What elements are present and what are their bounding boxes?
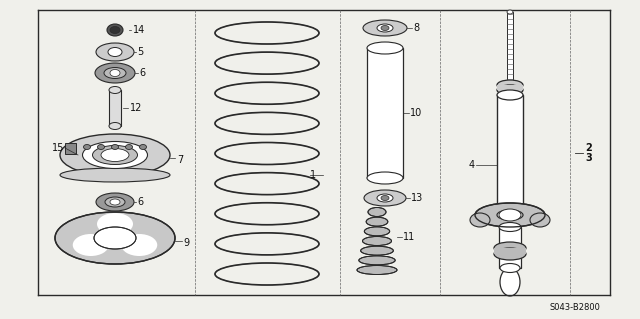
Text: 14: 14 xyxy=(133,25,145,35)
Ellipse shape xyxy=(500,268,520,296)
Ellipse shape xyxy=(497,90,523,100)
Bar xyxy=(109,90,121,126)
Ellipse shape xyxy=(96,43,134,61)
Ellipse shape xyxy=(361,246,394,255)
Ellipse shape xyxy=(93,145,138,165)
Ellipse shape xyxy=(101,149,129,161)
Ellipse shape xyxy=(104,68,126,78)
Ellipse shape xyxy=(97,145,104,150)
Ellipse shape xyxy=(366,217,388,226)
Text: 3: 3 xyxy=(585,153,592,163)
Ellipse shape xyxy=(109,86,121,93)
Ellipse shape xyxy=(497,210,523,220)
Ellipse shape xyxy=(381,26,389,31)
Ellipse shape xyxy=(494,242,526,254)
Ellipse shape xyxy=(60,134,170,176)
Ellipse shape xyxy=(73,234,109,256)
Ellipse shape xyxy=(499,209,521,221)
Bar xyxy=(367,48,403,178)
Ellipse shape xyxy=(368,207,386,217)
Ellipse shape xyxy=(359,256,395,265)
Ellipse shape xyxy=(95,63,135,83)
Text: 1: 1 xyxy=(310,170,316,180)
Ellipse shape xyxy=(110,70,120,77)
Text: 7: 7 xyxy=(177,155,183,165)
Ellipse shape xyxy=(109,122,121,130)
Ellipse shape xyxy=(530,213,550,227)
Ellipse shape xyxy=(500,263,520,272)
Text: 6: 6 xyxy=(137,197,143,207)
Bar xyxy=(499,227,521,268)
Ellipse shape xyxy=(499,222,521,232)
Ellipse shape xyxy=(125,145,132,150)
Ellipse shape xyxy=(83,142,147,168)
Ellipse shape xyxy=(507,10,513,14)
Ellipse shape xyxy=(377,194,393,202)
Ellipse shape xyxy=(105,197,125,207)
Text: 2: 2 xyxy=(585,143,592,153)
Text: 8: 8 xyxy=(413,23,419,33)
Ellipse shape xyxy=(111,145,118,150)
Ellipse shape xyxy=(363,20,407,36)
Text: 4: 4 xyxy=(469,160,475,170)
Text: 12: 12 xyxy=(130,103,142,113)
Ellipse shape xyxy=(107,24,123,36)
Ellipse shape xyxy=(140,145,147,150)
Bar xyxy=(507,12,513,85)
Text: S043-B2800: S043-B2800 xyxy=(549,302,600,311)
Text: 9: 9 xyxy=(183,238,189,248)
Bar xyxy=(494,248,526,254)
Ellipse shape xyxy=(364,190,406,206)
Text: 5: 5 xyxy=(137,47,143,57)
Ellipse shape xyxy=(381,196,389,201)
Text: 15: 15 xyxy=(52,143,65,153)
Ellipse shape xyxy=(497,85,523,95)
Ellipse shape xyxy=(121,234,157,256)
Bar xyxy=(497,95,523,215)
Ellipse shape xyxy=(110,26,120,33)
Ellipse shape xyxy=(367,172,403,184)
Ellipse shape xyxy=(377,24,393,32)
Ellipse shape xyxy=(367,42,403,54)
Ellipse shape xyxy=(110,199,120,205)
Ellipse shape xyxy=(94,227,136,249)
Ellipse shape xyxy=(83,145,90,150)
Text: 6: 6 xyxy=(139,68,145,78)
Ellipse shape xyxy=(97,213,133,235)
Ellipse shape xyxy=(470,213,490,227)
Ellipse shape xyxy=(475,203,545,227)
Ellipse shape xyxy=(362,236,392,246)
Text: 11: 11 xyxy=(403,232,415,242)
Ellipse shape xyxy=(357,265,397,275)
Ellipse shape xyxy=(494,248,526,260)
Ellipse shape xyxy=(96,193,134,211)
Ellipse shape xyxy=(497,80,523,90)
Text: 13: 13 xyxy=(411,193,423,203)
Ellipse shape xyxy=(60,168,170,182)
Text: 10: 10 xyxy=(410,108,422,118)
Bar xyxy=(497,85,523,90)
Ellipse shape xyxy=(364,227,390,236)
Ellipse shape xyxy=(55,212,175,264)
Bar xyxy=(65,143,76,154)
Ellipse shape xyxy=(108,48,122,56)
